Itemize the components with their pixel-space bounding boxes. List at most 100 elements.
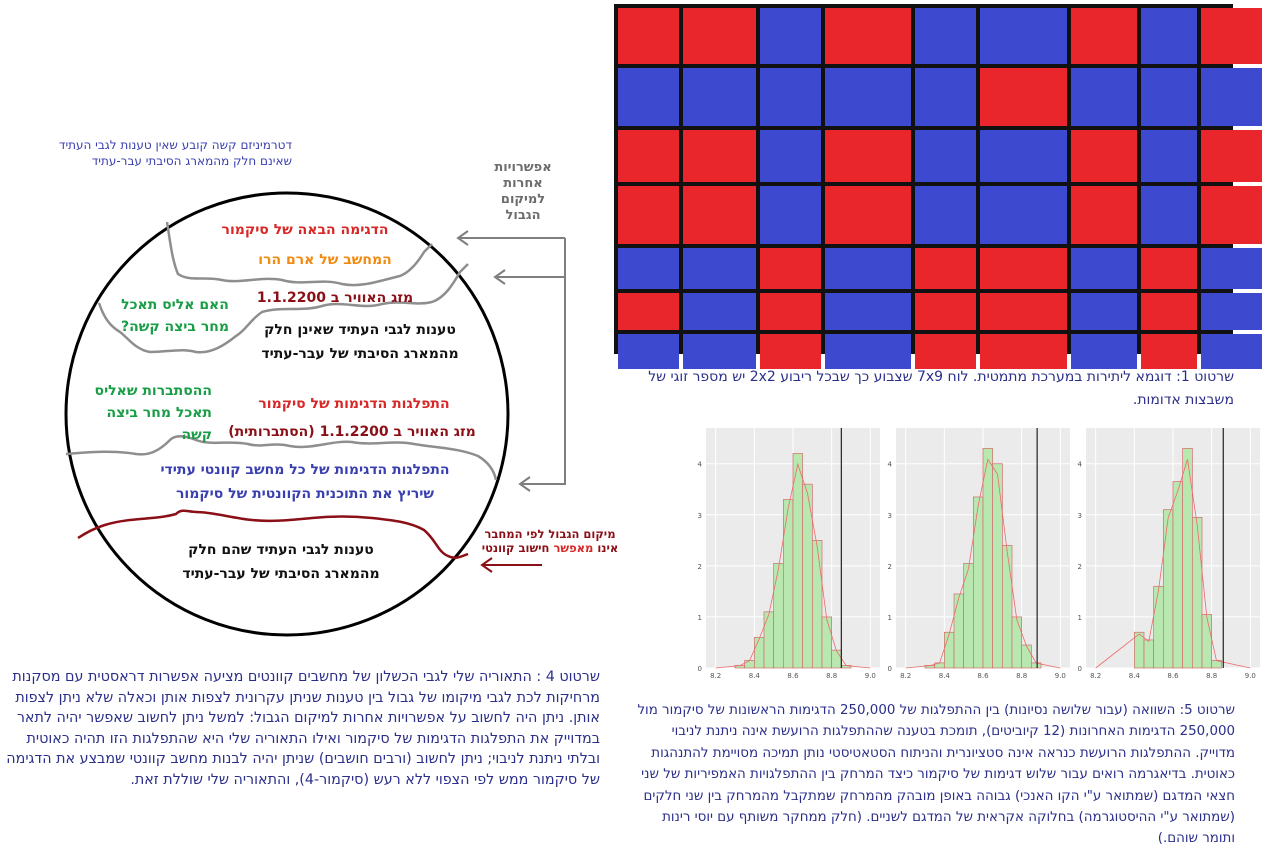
y-tick-label: 2	[698, 563, 702, 571]
x-tick-label: 8.4	[1129, 672, 1141, 680]
y-tick-label: 2	[888, 563, 892, 571]
other-options-label: אפשרויות אחרות למיקום הגבול	[488, 160, 558, 224]
histogram-bar	[953, 593, 965, 669]
label-weather: מזג האוויר ב 1.1.2200	[256, 290, 414, 306]
label-aram: המחשב של ארם הרו	[258, 252, 392, 268]
board-cell-blue	[1071, 293, 1137, 330]
board-cell-red	[980, 68, 1067, 126]
y-tick-label: 0	[1078, 665, 1082, 673]
histogram-bar	[1191, 517, 1203, 669]
histogram-bar	[1021, 644, 1032, 669]
other-options-line2: אחרות	[503, 176, 543, 191]
author-line2-pre: אינו	[593, 541, 619, 555]
board-cell-blue	[760, 8, 821, 64]
density-curve	[1095, 459, 1251, 669]
board-cell-blue	[1141, 130, 1197, 182]
arrow-top-head	[456, 230, 469, 246]
parity-board	[614, 4, 1262, 369]
y-tick-label: 3	[698, 512, 702, 520]
board-cell-red	[683, 8, 756, 64]
y-tick-label: 3	[1078, 512, 1082, 520]
author-boundary-line1: מיקום הגבול לפי המחבר	[484, 527, 616, 541]
board-cell-blue	[980, 186, 1067, 244]
y-tick-label: 4	[698, 461, 703, 469]
label-weather-probabilistic: מזג האוויר ב 1.1.2200 (הסתברותית)	[228, 424, 476, 440]
board-cell-red	[980, 334, 1067, 369]
board-cell-red	[618, 293, 679, 330]
y-tick-label: 4	[1078, 461, 1083, 469]
board-cell-blue	[760, 186, 821, 244]
board-cell-blue	[980, 8, 1067, 64]
board-cell-red	[1201, 130, 1262, 182]
board-cell-blue	[683, 293, 756, 330]
board-cell-blue	[825, 248, 911, 289]
x-tick-label: 8.4	[939, 672, 951, 680]
board-cell-blue	[915, 186, 976, 244]
board-cell-red	[1071, 130, 1137, 182]
board-cell-blue	[683, 334, 756, 369]
label-quantum-distribution: התפלגות הדגימות של כל מחשב קוונטי עתידי …	[140, 458, 470, 506]
x-tick-label: 8.8	[826, 672, 837, 680]
label-next-sample: הדגימה הבאה של סיקמור	[221, 222, 389, 238]
board-cell-red	[915, 248, 976, 289]
board-cell-red	[1141, 334, 1197, 369]
board-cell-red	[618, 8, 679, 64]
board-cell-red	[825, 8, 911, 64]
board-cell-red	[915, 293, 976, 330]
other-options-line4: הגבול	[505, 208, 541, 223]
board-cell-blue	[1201, 293, 1262, 330]
other-options-line3: למיקום	[500, 192, 546, 207]
hard-determinism-line1: דטרמיניזם קשה קובע שאין טענות לגבי העתיד	[58, 138, 292, 152]
board-cell-blue	[760, 130, 821, 182]
x-tick-label: 8.6	[977, 672, 989, 680]
boundary-diagram	[64, 191, 566, 637]
board-cell-blue	[825, 68, 911, 126]
board-cell-red	[1071, 8, 1137, 64]
label-claims-not-part: טענות לגבי העתיד שאינן חלק מהמארג הסיבתי…	[240, 318, 480, 366]
histogram-bar	[1172, 481, 1184, 669]
quantum-distribution-line1: התפלגות הדגימות של כל מחשב קוונטי עתידי	[160, 462, 450, 478]
x-tick-label: 8.6	[787, 672, 799, 680]
alice-probability-line2: תאכל מחר ביצה	[106, 405, 213, 421]
alice-question-line2: מחר ביצה קשה?	[120, 319, 229, 335]
caption-figure-5: שרטוט 5: השוואה (עבור שלושה נסיונות) בין…	[637, 703, 1235, 847]
board-cell-blue	[980, 130, 1067, 182]
board-cell-blue	[915, 130, 976, 182]
board-cell-red	[1141, 293, 1197, 330]
caption-figure-4: שרטוט 4 : התאוריה שלי לגבי הכשלון של מחש…	[6, 669, 600, 788]
histogram-panels: 0 1 2 3 4 8.2 8.4 8.6 8.8 9.0 0 1 2 3 4 8.2 8.4 8.6 8.8 9.0…	[686, 424, 1266, 688]
label-sample-distribution: התפלגות הדגימות של סיקמור	[258, 396, 450, 412]
histogram-bar	[943, 631, 955, 669]
boundary-gray-3	[65, 435, 498, 481]
boundary-gray-2	[97, 263, 469, 354]
hard-determinism-line2: שאינם חלק מהמארג הסיבתי עבר-עתיד	[91, 154, 292, 168]
board-cell-blue	[618, 334, 679, 369]
alice-question-line1: האם אליס תאכל	[121, 297, 229, 313]
board-cell-blue	[1141, 8, 1197, 64]
board-cell-blue	[1141, 68, 1197, 126]
boundary-author	[77, 509, 469, 559]
x-tick-label: 8.8	[1206, 672, 1217, 680]
board-cell-red	[618, 186, 679, 244]
y-tick-label: 0	[698, 665, 702, 673]
histogram-bar	[1162, 509, 1174, 669]
boundary-gray-1	[165, 221, 433, 287]
board-cell-red	[825, 186, 911, 244]
histogram-bar	[1153, 585, 1164, 669]
arrow-bottom-head	[518, 476, 531, 492]
board-cell-blue	[683, 248, 756, 289]
histogram-bar	[1201, 614, 1213, 669]
histogram-bar	[753, 637, 765, 669]
histogram-bar	[1143, 639, 1155, 669]
future-claims-circle	[64, 191, 510, 637]
other-options-line1: אפשרויות	[494, 160, 552, 175]
board-cell-red	[1141, 248, 1197, 289]
board-cell-red	[1201, 186, 1262, 244]
author-boundary-label: מיקום הגבול לפי המחבר אינו מאפשר חישוב ק…	[470, 527, 630, 555]
board-cell-blue	[618, 68, 679, 126]
y-tick-label: 1	[1078, 614, 1082, 622]
x-tick-label: 8.8	[1016, 672, 1027, 680]
board-cell-red	[760, 334, 821, 369]
x-tick-label: 8.4	[749, 672, 761, 680]
label-claims-part: טענות לגבי העתיד שהם חלק מהמארג הסיבתי ש…	[158, 538, 404, 586]
